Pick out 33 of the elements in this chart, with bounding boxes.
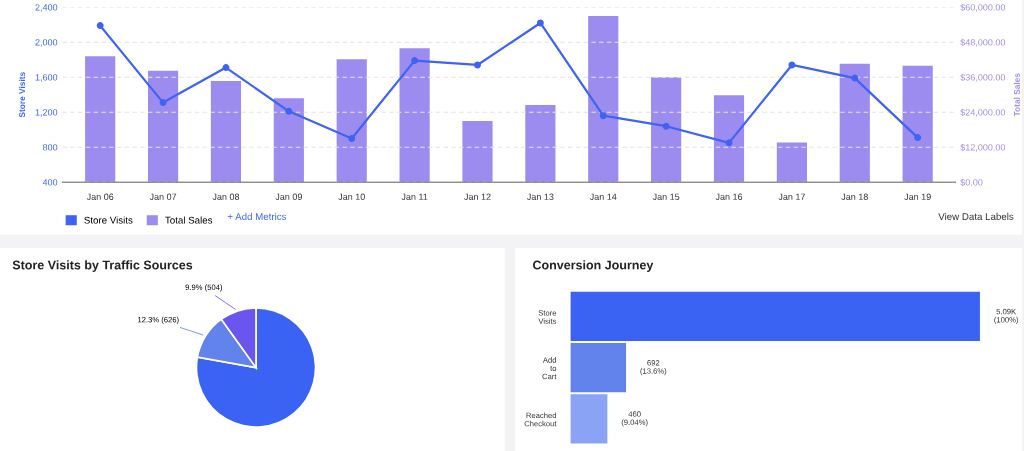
y-tick-label: 1,600: [35, 74, 58, 82]
chart-title: Conversion Journey: [532, 260, 654, 272]
chart-title: Store Visits by Traffic Sources: [12, 260, 193, 272]
legend-label: Total Sales: [165, 216, 213, 224]
x-tick-label: Jan 17: [778, 193, 805, 200]
x-tick-label: Jan 14: [589, 193, 617, 200]
x-tick-label: Jan 15: [652, 193, 680, 200]
x-tick-label: Jan 10: [338, 193, 365, 200]
y2-tick-label: $24,000.00: [960, 108, 1006, 117]
y2-tick-label: $60,000.00: [960, 3, 1006, 12]
text: View Data Labels: [938, 212, 1014, 220]
x-tick-label: Jan 12: [464, 193, 491, 200]
legend-label: Store Visits: [84, 216, 133, 224]
y-tick-label: 2,400: [35, 4, 58, 12]
text: + Add Metrics: [227, 212, 287, 220]
y2-tick-label: $0.00: [960, 178, 983, 187]
x-tick-label: Jan 19: [904, 193, 931, 200]
x-tick-label: Jan 18: [841, 193, 868, 200]
y-tick-label: 400: [42, 179, 58, 186]
y2-tick-label: $36,000.00: [960, 73, 1006, 82]
y2-axis-title: Total Sales: [1013, 73, 1020, 117]
x-tick-label: Jan 06: [86, 193, 114, 200]
y2-tick-label: $12,000.00: [960, 143, 1006, 152]
x-tick-label: Jan 11: [401, 193, 428, 200]
y-tick-label: 800: [42, 144, 58, 151]
y-tick-label: 1,200: [35, 109, 58, 117]
x-tick-label: Jan 16: [715, 193, 743, 200]
y-tick-label: 2,000: [35, 39, 58, 47]
x-tick-label: Jan 13: [526, 193, 554, 200]
x-tick-label: Jan 07: [149, 193, 177, 200]
x-tick-label: Jan 09: [275, 193, 302, 200]
x-tick-label: Jan 08: [212, 193, 240, 200]
y2-tick-label: $48,000.00: [960, 38, 1006, 47]
